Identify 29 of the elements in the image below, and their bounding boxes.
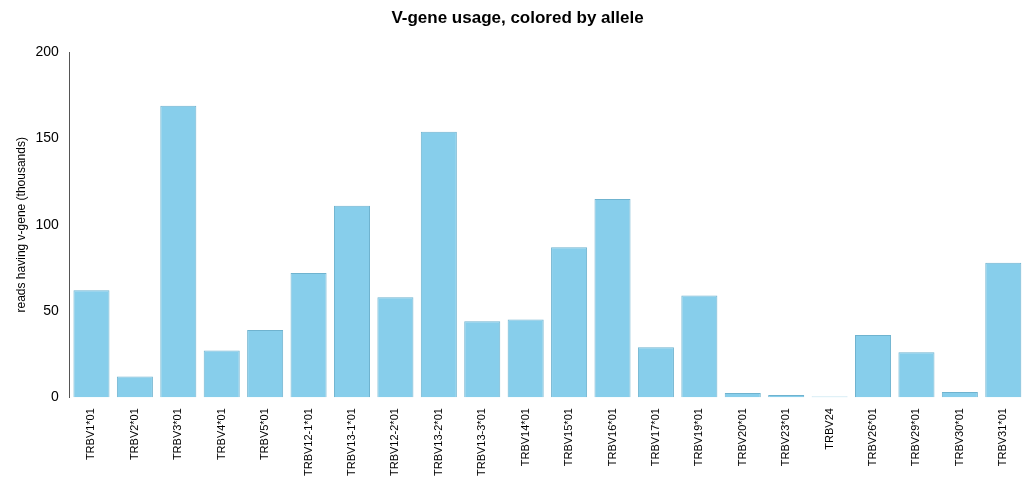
- x-tick-label: TRBV1*01: [84, 408, 97, 461]
- x-tick-label: TRBV30*01: [952, 408, 965, 467]
- x-tick-label: TRBV31*01: [996, 408, 1009, 467]
- x-tick-label: TRBV13-3*01: [475, 408, 488, 477]
- y-tick-label: 50: [43, 301, 59, 318]
- x-tick-label: TRBV24: [822, 408, 835, 450]
- y-tick-label: 0: [50, 387, 59, 404]
- chart-title: V-gene usage, colored by allele: [391, 7, 644, 27]
- x-tick-label: TRBV23*01: [779, 408, 792, 467]
- x-tick-label: TRBV15*01: [562, 408, 575, 467]
- x-tick-label: TRBV19*01: [692, 408, 705, 467]
- x-tick-label: TRBV13-1*01: [345, 408, 358, 477]
- x-tick-label: TRBV5*01: [258, 408, 271, 461]
- y-axis-title: reads having v-gene (thousands): [13, 137, 28, 313]
- x-tick-label: TRBV2*01: [127, 408, 140, 461]
- x-tick-label: TRBV20*01: [735, 408, 748, 467]
- x-tick-label: TRBV14*01: [518, 408, 531, 467]
- x-tick-label: TRBV17*01: [648, 408, 661, 467]
- y-tick-label: 200: [35, 43, 59, 60]
- x-tick-label: TRBV26*01: [866, 408, 879, 467]
- y-tick-label: 100: [35, 215, 59, 232]
- x-tick-label: TRBV3*01: [171, 408, 184, 461]
- x-tick-label: TRBV13-2*01: [431, 408, 444, 477]
- x-tick-label: TRBV4*01: [214, 408, 227, 461]
- x-tick-label: TRBV29*01: [909, 408, 922, 467]
- y-tick-label: 150: [35, 129, 59, 146]
- x-tick-label: TRBV12-1*01: [301, 408, 314, 477]
- x-tick-label: TRBV16*01: [605, 408, 618, 467]
- x-tick-label: TRBV12-2*01: [388, 408, 401, 477]
